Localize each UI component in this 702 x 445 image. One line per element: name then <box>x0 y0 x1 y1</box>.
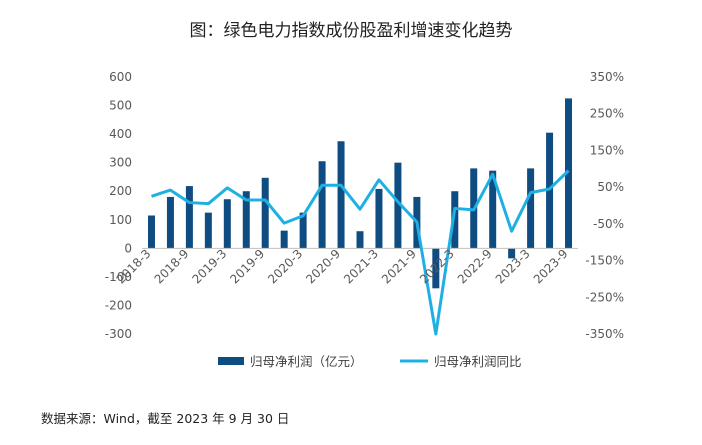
legend: 归母净利润（亿元） 归母净利润同比 <box>218 354 522 369</box>
bar <box>147 215 155 249</box>
bar <box>508 248 516 259</box>
right-tick-label: -150% <box>585 254 624 268</box>
right-tick-label: -350% <box>585 327 624 341</box>
bar <box>489 170 497 249</box>
bar <box>527 168 535 249</box>
bar <box>375 188 383 249</box>
line-series <box>151 169 570 336</box>
chart-title: 图：绿色电力指数成份股盈利增速变化趋势 <box>189 21 513 41</box>
right-tick-label: 150% <box>590 143 624 157</box>
bar <box>451 191 459 249</box>
x-tick-label: 2023-9 <box>531 247 571 287</box>
right-tick-label: -50% <box>593 217 624 231</box>
yoy-line <box>151 169 570 336</box>
left-tick-label: -300 <box>105 327 132 341</box>
left-tick-label: -200 <box>105 298 132 312</box>
left-axis: -300 -200 -100 0 100 200 300 400 500 600 <box>105 70 132 341</box>
x-tick-label: 2019-9 <box>227 247 267 287</box>
bar <box>261 177 269 249</box>
bar <box>223 199 231 249</box>
x-tick-label: 2020-3 <box>265 247 305 287</box>
x-axis: 2018-32018-92019-32019-92020-32020-92021… <box>114 247 571 287</box>
x-tick-label: 2019-3 <box>189 247 229 287</box>
bar <box>280 230 288 249</box>
bar <box>546 132 554 249</box>
bar <box>565 98 573 249</box>
bar <box>166 196 174 249</box>
x-tick-label: 2020-9 <box>303 247 343 287</box>
left-tick-label: 0 <box>124 241 132 255</box>
left-tick-label: 500 <box>109 99 132 113</box>
legend-label-line: 归母净利润同比 <box>434 354 522 369</box>
x-tick-label: 2021-3 <box>341 247 381 287</box>
bar <box>432 248 440 289</box>
bar <box>337 141 345 249</box>
left-tick-label: 400 <box>109 127 132 141</box>
x-tick-label: 2018-3 <box>114 247 154 287</box>
bar <box>204 212 212 249</box>
bar <box>299 212 307 249</box>
right-tick-label: 350% <box>590 70 624 84</box>
x-tick-label: 2022-9 <box>455 247 495 287</box>
chart: -300 -200 -100 0 100 200 300 400 500 600 -350% -25… <box>105 70 624 369</box>
data-source-note: 数据来源：Wind，截至 2023 年 9 月 30 日 <box>41 411 290 426</box>
left-tick-label: 300 <box>109 156 132 170</box>
left-tick-label: 600 <box>109 70 132 84</box>
legend-label-bar: 归母净利润（亿元） <box>250 354 363 369</box>
x-tick-label: 2018-9 <box>152 247 192 287</box>
right-tick-label: -250% <box>585 290 624 304</box>
legend-swatch-bar <box>218 357 244 365</box>
left-tick-label: 100 <box>109 213 132 227</box>
bar <box>318 161 326 249</box>
right-tick-label: 50% <box>597 180 624 194</box>
bar-series <box>147 98 573 289</box>
left-tick-label: -100 <box>105 270 132 284</box>
right-tick-label: 250% <box>590 107 624 121</box>
right-axis: -350% -250% -150% -50% 50% 150% 250% 350% <box>585 70 624 341</box>
x-tick-label: 2021-9 <box>379 247 419 287</box>
bar <box>356 231 364 249</box>
left-tick-label: 200 <box>109 184 132 198</box>
bar <box>242 191 250 249</box>
bar <box>394 162 402 249</box>
bar <box>185 186 193 249</box>
